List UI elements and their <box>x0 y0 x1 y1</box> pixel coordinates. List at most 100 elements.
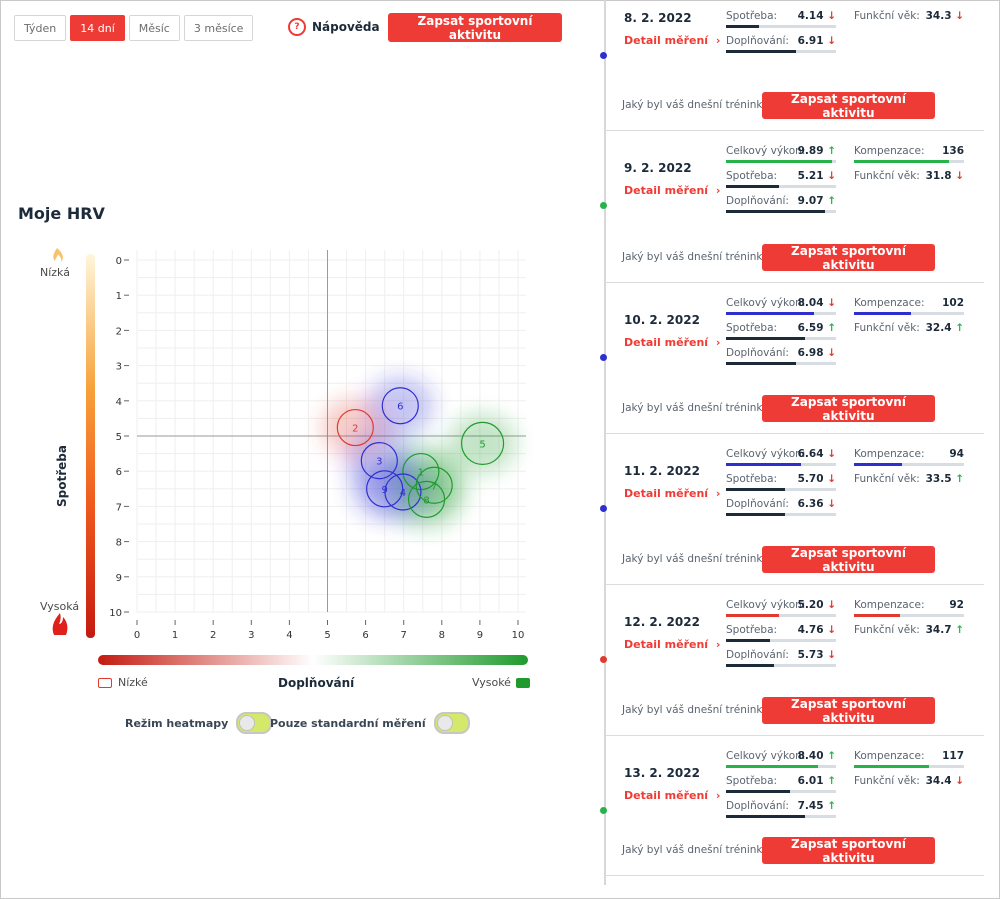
metric-bar-fill <box>726 765 819 768</box>
log-activity-button[interactable]: Zapsat sportovní aktivitu <box>762 92 935 120</box>
metric-right-1: Funkční věk: 31.8 ↓ <box>854 170 964 182</box>
detail-link[interactable]: Detail měření › <box>624 184 720 197</box>
metric-right-0: Kompenzace: 102 <box>854 297 964 315</box>
tab-week[interactable]: Týden <box>14 15 67 41</box>
heatmap-toggle[interactable] <box>236 712 273 734</box>
log-activity-button[interactable]: Zapsat sportovní aktivitu <box>762 546 935 574</box>
flame-low-icon <box>53 248 63 262</box>
metric-bar <box>726 664 836 667</box>
data-point-label: 4 <box>400 488 406 499</box>
metric-2: Doplňování: 6.36 ↓ <box>726 498 836 516</box>
metric-bar-fill <box>854 160 949 163</box>
metric-bar <box>726 210 836 213</box>
detail-link[interactable]: Detail měření › <box>624 638 720 651</box>
x-tick-label: 1 <box>172 630 178 641</box>
tab-month[interactable]: Měsíc <box>128 15 180 41</box>
metric-value-wrap: 5.73 ↓ <box>798 649 836 661</box>
metric-label: Doplňování: <box>726 195 789 207</box>
consumption-scale-bar <box>86 254 95 638</box>
metric-bar <box>854 160 964 163</box>
metric-label: Funkční věk: <box>854 170 920 182</box>
metric-value: 6.59 <box>797 322 824 334</box>
metric-bar-fill <box>726 312 814 315</box>
metric-bar <box>854 765 964 768</box>
metric-bar-fill <box>726 50 797 53</box>
metric-value-wrap: 6.64 ↓ <box>798 448 836 460</box>
arrow-up-icon: ↑ <box>827 775 836 787</box>
metric-value: 33.5 <box>925 473 952 485</box>
metric-label: Kompenzace: <box>854 297 925 309</box>
data-point-label: 9 <box>381 485 387 496</box>
x-tick-label: 3 <box>248 630 254 641</box>
arrow-down-icon: ↓ <box>827 347 836 359</box>
replenishment-scale-bar <box>98 655 528 665</box>
metric-bar-fill <box>726 488 786 491</box>
data-point-circle <box>384 473 422 511</box>
detail-link[interactable]: Detail měření › <box>624 789 720 802</box>
y-tick-label: 0 <box>116 256 122 267</box>
metric-bar <box>726 513 836 516</box>
metric-value: 4.76 <box>797 624 824 636</box>
help-link[interactable]: ? Nápověda <box>288 18 380 36</box>
measurement-entry: 10. 2. 2022 Detail měření › Celkový výkon… <box>600 282 984 434</box>
metric-right-0: Kompenzace: 117 <box>854 750 964 768</box>
metric-bar-fill <box>726 463 801 466</box>
detail-link[interactable]: Detail měření › <box>624 34 720 47</box>
metric-bar <box>726 815 836 818</box>
page-title: Moje HRV <box>18 204 105 223</box>
metric-value-wrap: 6.91 ↓ <box>798 35 836 47</box>
tab-14-days[interactable]: 14 dní <box>70 15 125 41</box>
metric-right-1: Funkční věk: 32.4 ↑ <box>854 322 964 334</box>
log-activity-button[interactable]: Zapsat sportovní aktivitu <box>388 13 562 42</box>
metric-right-0: Funkční věk: 34.3 ↓ <box>854 10 964 22</box>
metric-value: 6.36 <box>797 498 824 510</box>
arrow-down-icon: ↓ <box>827 448 836 460</box>
metric-label: Kompenzace: <box>854 448 925 460</box>
chevron-right-icon: › <box>715 789 721 802</box>
standard-measurement-toggle[interactable] <box>433 712 470 734</box>
tab-3-months[interactable]: 3 měsíce <box>183 15 254 41</box>
metric-0: Celkový výkon: 9.89 ↑ <box>726 145 836 163</box>
arrow-down-icon: ↓ <box>827 297 836 309</box>
detail-link[interactable]: Detail měření › <box>624 487 720 500</box>
metric-2: Doplňování: 6.98 ↓ <box>726 347 836 365</box>
arrow-down-icon: ↓ <box>827 170 836 182</box>
metric-value: 5.73 <box>797 649 824 661</box>
training-question: Jaký byl váš dnešní trénink? <box>622 402 769 414</box>
metric-label: Funkční věk: <box>854 473 920 485</box>
metric-2: Doplňování: 7.45 ↑ <box>726 800 836 818</box>
log-activity-button[interactable]: Zapsat sportovní aktivitu <box>762 697 935 725</box>
metric-value: 31.8 <box>925 170 952 182</box>
log-activity-button[interactable]: Zapsat sportovní aktivitu <box>762 837 935 865</box>
measurement-date: 10. 2. 2022 <box>624 313 700 327</box>
measurement-entry: 11. 2. 2022 Detail měření › Celkový výkon… <box>600 433 984 585</box>
battery-high-icon <box>515 677 530 688</box>
arrow-up-icon: ↑ <box>955 322 964 334</box>
metric-bar-fill <box>726 664 775 667</box>
metric-value: 5.70 <box>797 473 824 485</box>
metric-value-wrap: 136 <box>942 145 964 157</box>
log-activity-button[interactable]: Zapsat sportovní aktivitu <box>762 395 935 423</box>
log-activity-button[interactable]: Zapsat sportovní aktivitu <box>762 244 935 272</box>
metric-value: 8.04 <box>797 297 824 309</box>
metric-0: Celkový výkon: 5.20 ↓ <box>726 599 836 617</box>
metric-value-wrap: 33.5 ↑ <box>926 473 964 485</box>
metric-bar-fill <box>726 362 797 365</box>
data-point-circle <box>366 470 404 508</box>
data-point-label: 3 <box>376 457 382 468</box>
metric-value: 6.91 <box>797 35 824 47</box>
data-point-circle <box>336 408 374 447</box>
metric-bar-fill <box>726 210 825 213</box>
measurement-date: 11. 2. 2022 <box>624 464 700 478</box>
battery-low-icon <box>98 677 112 688</box>
y-tick-label: 3 <box>116 362 122 373</box>
data-point-label: 2 <box>352 424 358 435</box>
metric-value: 34.3 <box>925 10 952 22</box>
metric-label: Funkční věk: <box>854 10 920 22</box>
metric-bar <box>726 765 836 768</box>
x-tick-label: 5 <box>324 630 330 641</box>
metric-bar-fill <box>726 160 832 163</box>
metric-value: 6.64 <box>797 448 824 460</box>
chevron-right-icon: › <box>715 34 721 47</box>
detail-link[interactable]: Detail měření › <box>624 336 720 349</box>
